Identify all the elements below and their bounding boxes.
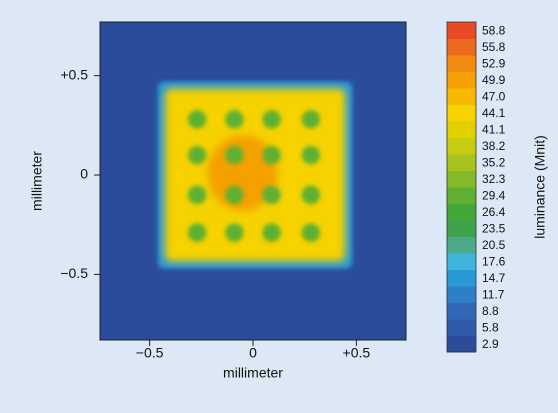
colorbar-band	[447, 171, 476, 188]
colorbar-band	[447, 270, 476, 287]
colorbar-band	[447, 72, 476, 89]
spot	[302, 223, 320, 241]
colorbar: 2.9 5.8 8.8 11.7 14.7 17.6 20.5 23.5 26.4 29.4 32.…	[447, 22, 506, 353]
colorbar-label: 5.8	[482, 320, 499, 334]
spot	[188, 186, 206, 204]
colorbar-label: 58.8	[482, 23, 506, 37]
colorbar-label: 38.2	[482, 139, 506, 153]
spot	[188, 110, 206, 128]
x-tick-label: +0.5	[343, 345, 371, 361]
colorbar-band	[447, 105, 476, 122]
colorbar-band	[447, 39, 476, 56]
colorbar-band	[447, 286, 476, 303]
colorbar-label: 23.5	[482, 221, 506, 235]
colorbar-label: 8.8	[482, 304, 499, 318]
y-axis-label: millimeter	[29, 151, 45, 211]
spot	[262, 186, 280, 204]
spot	[188, 223, 206, 241]
colorbar-band	[447, 220, 476, 237]
spot	[302, 110, 320, 128]
colorbar-band	[447, 55, 476, 72]
colorbar-band	[447, 204, 476, 221]
colorbar-band	[447, 138, 476, 155]
x-tick-label: −0.5	[136, 345, 164, 361]
colorbar-label: 14.7	[482, 271, 506, 285]
spot	[225, 110, 243, 128]
colorbar-label: 11.7	[482, 287, 505, 301]
spot	[225, 146, 243, 164]
colorbar-band	[447, 237, 476, 254]
colorbar-label: 35.2	[482, 155, 506, 169]
colorbar-band	[447, 253, 476, 270]
chart: millimeter millimeter 2.9 5.8 8.8 11.7 14.7 1…	[0, 0, 558, 413]
colorbar-band	[447, 336, 476, 353]
spot	[302, 146, 320, 164]
spot	[262, 223, 280, 241]
spot	[225, 186, 243, 204]
y-tick-label: −0.5	[60, 265, 88, 281]
colorbar-band	[447, 22, 476, 39]
colorbar-label: 52.9	[482, 56, 506, 70]
colorbar-band	[447, 154, 476, 171]
colorbar-band	[447, 88, 476, 105]
colorbar-title: luminance (Mnit)	[532, 135, 548, 238]
colorbar-label: 20.5	[482, 238, 506, 252]
colorbar-label: 44.1	[482, 106, 506, 120]
colorbar-label: 41.1	[482, 122, 506, 136]
colorbar-band	[447, 319, 476, 336]
spot	[225, 223, 243, 241]
spot	[262, 146, 280, 164]
colorbar-band	[447, 187, 476, 204]
colorbar-label: 2.9	[482, 337, 499, 351]
spot	[302, 186, 320, 204]
spot	[188, 146, 206, 164]
colorbar-label: 32.3	[482, 172, 506, 186]
x-axis-label: millimeter	[223, 365, 283, 381]
colorbar-label: 26.4	[482, 205, 506, 219]
colorbar-band	[447, 303, 476, 320]
heatmap	[100, 22, 406, 340]
y-tick-label: +0.5	[60, 66, 88, 82]
y-tick-label: 0	[80, 166, 88, 182]
colorbar-label: 29.4	[482, 188, 506, 202]
colorbar-label: 47.0	[482, 89, 506, 103]
x-tick-label: 0	[249, 345, 257, 361]
colorbar-label: 55.8	[482, 40, 506, 54]
colorbar-label: 49.9	[482, 73, 506, 87]
colorbar-label: 17.6	[482, 254, 506, 268]
spot	[262, 110, 280, 128]
colorbar-band	[447, 121, 476, 138]
